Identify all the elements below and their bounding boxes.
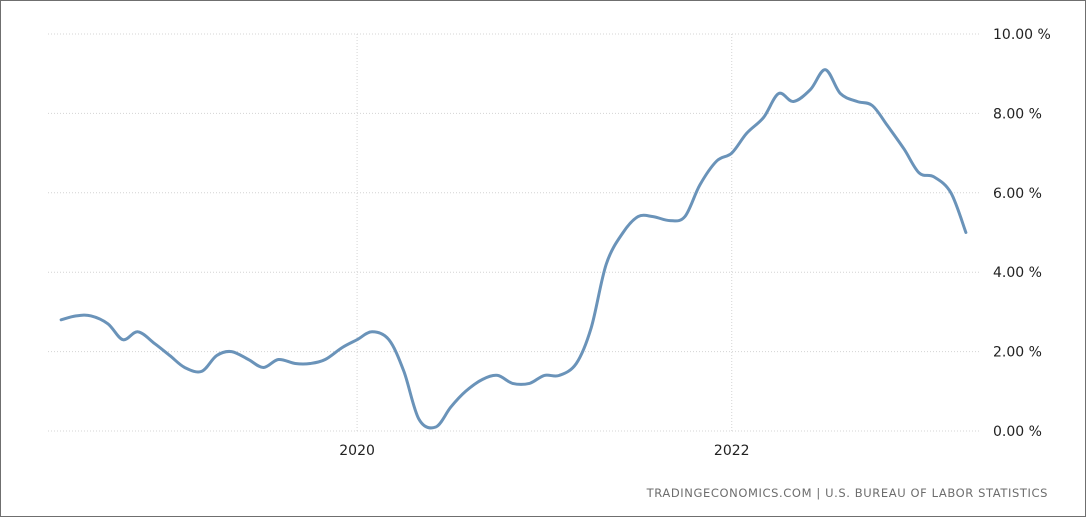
- data-point[interactable]: [274, 356, 282, 364]
- data-point[interactable]: [244, 356, 252, 364]
- data-point[interactable]: [930, 173, 938, 181]
- y-axis-tick-labels: 10.00 % 8.00 % 6.00 % 4.00 % 2.00 % 0.00 %: [993, 27, 1051, 440]
- data-point[interactable]: [696, 181, 704, 189]
- data-point[interactable]: [385, 336, 393, 344]
- data-point[interactable]: [72, 312, 80, 320]
- data-point[interactable]: [806, 86, 814, 94]
- series-line: [59, 68, 968, 430]
- x-axis-tick-labels: 2020 2022: [339, 443, 749, 459]
- data-point[interactable]: [883, 121, 891, 129]
- data-point[interactable]: [447, 403, 455, 411]
- data-point[interactable]: [821, 66, 829, 74]
- data-point[interactable]: [57, 316, 65, 324]
- data-point[interactable]: [915, 169, 923, 177]
- series-layer: [57, 66, 970, 431]
- data-point[interactable]: [198, 367, 206, 375]
- data-point[interactable]: [119, 336, 127, 344]
- y-tick-label: 8.00 %: [993, 106, 1042, 122]
- data-point[interactable]: [962, 229, 970, 237]
- data-point[interactable]: [555, 371, 563, 379]
- data-point[interactable]: [790, 98, 798, 106]
- data-point[interactable]: [166, 352, 174, 360]
- data-point[interactable]: [525, 379, 533, 387]
- data-point[interactable]: [649, 213, 657, 221]
- data-point[interactable]: [728, 149, 736, 157]
- data-point[interactable]: [572, 360, 580, 368]
- source-attribution: TRADINGECONOMICS.COM | U.S. BUREAU OF LA…: [646, 486, 1048, 500]
- data-point[interactable]: [353, 336, 361, 344]
- data-point[interactable]: [181, 364, 189, 372]
- data-point[interactable]: [713, 157, 721, 165]
- y-tick-label: 6.00 %: [993, 186, 1042, 202]
- data-point[interactable]: [400, 367, 408, 375]
- data-point[interactable]: [634, 213, 642, 221]
- data-point[interactable]: [775, 90, 783, 98]
- data-point[interactable]: [947, 189, 955, 197]
- data-point[interactable]: [321, 356, 329, 364]
- grid-lines: [48, 33, 979, 432]
- x-tick-label: 2022: [714, 443, 750, 459]
- y-tick-label: 0.00 %: [993, 424, 1042, 440]
- data-point[interactable]: [760, 113, 768, 121]
- data-point[interactable]: [602, 260, 610, 268]
- y-tick-label: 4.00 %: [993, 265, 1042, 281]
- data-point[interactable]: [743, 129, 751, 137]
- data-point[interactable]: [291, 360, 299, 368]
- data-point[interactable]: [462, 387, 470, 395]
- data-point[interactable]: [494, 371, 502, 379]
- data-point[interactable]: [900, 145, 908, 153]
- data-point[interactable]: [836, 90, 844, 98]
- data-point[interactable]: [681, 213, 689, 221]
- data-point[interactable]: [338, 344, 346, 352]
- data-point[interactable]: [228, 348, 236, 356]
- data-point[interactable]: [587, 324, 595, 332]
- y-tick-label: 2.00 %: [993, 345, 1042, 361]
- data-point[interactable]: [306, 360, 314, 368]
- x-tick-label: 2020: [339, 443, 375, 459]
- data-point[interactable]: [134, 328, 142, 336]
- data-point[interactable]: [868, 102, 876, 110]
- data-point[interactable]: [259, 364, 267, 372]
- data-point[interactable]: [509, 379, 517, 387]
- data-point[interactable]: [87, 312, 95, 320]
- data-point[interactable]: [479, 375, 487, 383]
- data-point[interactable]: [368, 328, 376, 336]
- data-point[interactable]: [540, 371, 548, 379]
- data-point[interactable]: [415, 415, 423, 423]
- y-tick-label: 10.00 %: [993, 27, 1051, 43]
- data-point[interactable]: [213, 352, 221, 360]
- data-point[interactable]: [666, 217, 674, 225]
- data-point[interactable]: [853, 98, 861, 106]
- data-point[interactable]: [432, 423, 440, 431]
- data-point[interactable]: [151, 340, 159, 348]
- data-point[interactable]: [619, 229, 627, 237]
- data-point[interactable]: [104, 320, 112, 328]
